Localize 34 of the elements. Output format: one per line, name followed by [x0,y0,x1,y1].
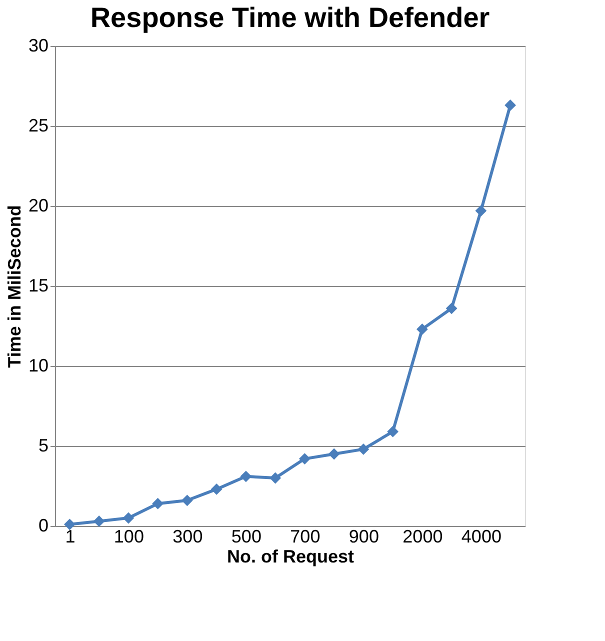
point [64,518,76,530]
x-tick-label: 500 [231,526,262,546]
y-tick-label: 30 [28,36,48,56]
x-tick-label: 300 [172,526,203,546]
x-tick-label: 100 [114,526,144,546]
point [210,484,222,495]
point [387,426,399,438]
x-tick-label: 2000 [402,526,443,546]
x-tick-label: 700 [290,526,320,546]
point [328,448,340,460]
x-tick-label: 1 [65,526,76,546]
point [152,498,164,510]
x-tick-label: 4000 [461,526,502,546]
y-axis-title: Time in MiliSecond [4,205,24,368]
chart-title: Response Time with Defender [90,2,490,33]
point [475,205,487,216]
point [122,512,134,524]
point [298,453,310,464]
point [181,494,193,506]
y-tick-label: 0 [38,516,48,536]
x-tick-label: 900 [348,526,379,546]
point [446,302,458,314]
y-tick-label: 20 [28,196,48,216]
y-tick-label: 25 [28,116,48,136]
point [240,470,252,482]
y-tick-label: 15 [28,276,48,296]
x-axis-title: No. of Request [226,546,354,566]
point [93,516,105,527]
y-tick-label: 5 [38,436,48,456]
point [270,472,282,484]
point [504,100,516,111]
y-tick-label: 10 [28,356,48,376]
point [416,324,428,335]
point [358,444,370,455]
